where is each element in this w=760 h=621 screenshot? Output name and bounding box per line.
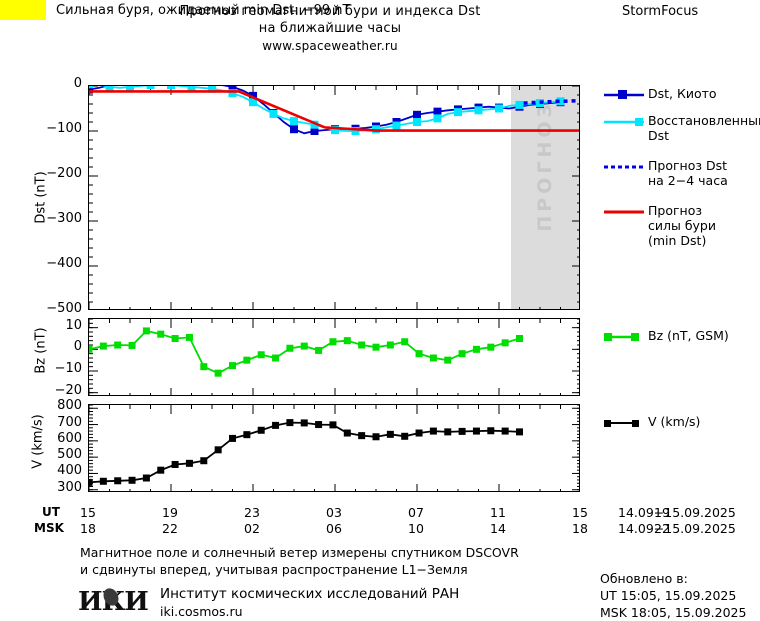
msk-ticks-5: 14 [490, 521, 506, 536]
legend-key-v [604, 415, 644, 429]
ut-ticks-6: 15 [572, 505, 588, 520]
msk-ticks-2: 02 [244, 521, 260, 536]
legend-dst-forecast: Прогноз Dst на 2−4 часа [604, 158, 728, 188]
bz-yticks-2: −10 [6, 361, 82, 376]
footnote-line-1: Магнитное поле и солнечный ветер измерен… [80, 545, 519, 560]
updated-caption: Обновлено в: [600, 570, 746, 587]
updated-block: Обновлено в: UT 15:05, 15.09.2025 MSK 18… [600, 570, 746, 621]
series-V (km/s) [89, 423, 520, 483]
msk-ticks-4: 10 [408, 521, 424, 536]
legend-label-dst-forecast-2: на 2−4 часа [648, 173, 728, 188]
dst-yticks-1: −100 [6, 121, 82, 136]
title-line-2: на ближайшие часы [60, 21, 600, 36]
updated-ut: UT 15:05, 15.09.2025 [600, 587, 746, 604]
institute-url: iki.cosmos.ru [160, 604, 243, 619]
bz-plot [88, 318, 580, 396]
ut-ticks-0: 15 [80, 505, 96, 520]
ut-date-range: 14.09−15.09.2025 [618, 505, 736, 520]
msk-ticks-1: 22 [162, 521, 178, 536]
v-series-svg [89, 405, 579, 491]
title-line-1: Прогноз геомагнитной бури и индекса Dst [60, 4, 600, 19]
ut-ticks-4: 07 [408, 505, 424, 520]
legend-label-dst-recovered-1: Восстановленный [648, 113, 760, 128]
legend-label-dst-forecast-1: Прогноз Dst [648, 158, 728, 173]
v-yticks-1: 700 [6, 415, 82, 430]
v-yticks-4: 400 [6, 463, 82, 478]
msk-date-range: 14.09−15.09.2025 [618, 521, 736, 536]
bz-series-svg [89, 319, 579, 395]
updated-msk: MSK 18:05, 15.09.2025 [600, 604, 746, 621]
legend-key-storm-strength [604, 204, 644, 218]
legend-key-bz [604, 329, 644, 343]
bz-yticks-0: 10 [6, 318, 82, 333]
v-yticks-2: 600 [6, 431, 82, 446]
iki-logo-icon: ИКИ [78, 586, 150, 616]
legend-storm-strength: Прогноз силы бури (min Dst) [604, 203, 716, 248]
legend-label-storm-strength-1: Прогноз [648, 203, 716, 218]
legend-key-dst-kyoto [604, 87, 644, 101]
legend-key-dst-forecast [604, 159, 644, 173]
v-plot [88, 404, 580, 492]
legend-label-dst-kyoto: Dst, Киото [648, 86, 717, 101]
series-Bz (nT, GSM) [89, 331, 520, 373]
footnote-line-2: и сдвинуты вперед, учитывая распростране… [80, 562, 468, 577]
dst-yticks-2: −200 [6, 166, 82, 181]
page-title: Прогноз геомагнитной бури и индекса Dst … [60, 4, 600, 53]
dst-series-svg [89, 86, 579, 309]
v-yticks-0: 800 [6, 398, 82, 413]
legend-label-v: V (km/s) [648, 414, 700, 429]
legend-key-dst-recovered [604, 114, 644, 128]
storm-severity-swatch [0, 0, 46, 20]
legend-label-storm-strength-3: (min Dst) [648, 233, 716, 248]
msk-row-tag: MSK [34, 521, 64, 535]
dst-plot: ПРОГНОЗ [88, 85, 580, 310]
ut-ticks-2: 23 [244, 505, 260, 520]
ut-ticks-1: 19 [162, 505, 178, 520]
institute-name: Институт космических исследований РАН [160, 586, 459, 602]
v-yticks-3: 500 [6, 447, 82, 462]
v-yticks-5: 300 [6, 480, 82, 495]
dst-yticks-0: 0 [6, 76, 82, 91]
msk-ticks-6: 18 [572, 521, 588, 536]
legend-bz: Bz (nT, GSM) [604, 328, 729, 343]
legend-v: V (km/s) [604, 414, 700, 429]
msk-ticks-3: 06 [326, 521, 342, 536]
series-Восстановленный Dst [89, 86, 561, 131]
site-url: www.spaceweather.ru [60, 39, 600, 53]
legend-dst-kyoto: Dst, Киото [604, 86, 717, 101]
bz-yticks-1: 0 [6, 339, 82, 354]
legend-dst-recovered: Восстановленный Dst [604, 113, 760, 143]
legend-label-bz: Bz (nT, GSM) [648, 328, 729, 343]
ut-ticks-5: 11 [490, 505, 506, 520]
ut-ticks-3: 03 [326, 505, 342, 520]
series-Прогноз силы бури (min Dst) [89, 91, 579, 130]
msk-ticks-0: 18 [80, 521, 96, 536]
brand-label: StormFocus [622, 4, 698, 19]
legend-label-storm-strength-2: силы бури [648, 218, 716, 233]
series-Прогноз Dst на 2−4 часа [524, 101, 579, 103]
ut-row-tag: UT [42, 505, 60, 519]
dst-yticks-3: −300 [6, 211, 82, 226]
legend-label-dst-recovered-2: Dst [648, 128, 760, 143]
dst-yticks-4: −400 [6, 256, 82, 271]
